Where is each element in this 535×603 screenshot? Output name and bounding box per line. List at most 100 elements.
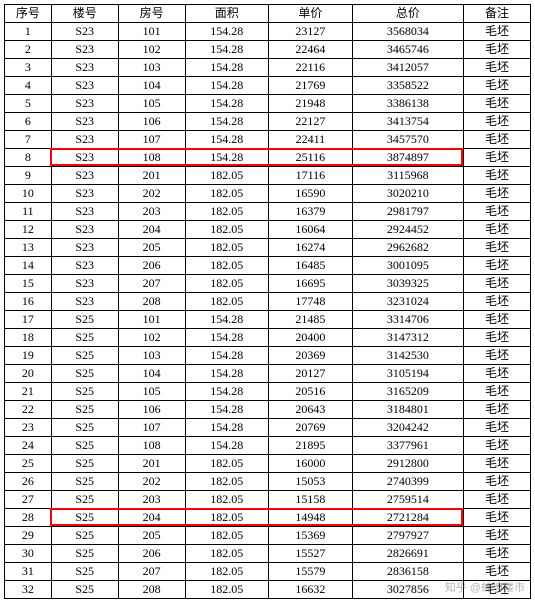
cell-room: 104 (118, 365, 185, 383)
col-header-total: 总价 (352, 5, 463, 23)
cell-area: 154.28 (185, 347, 269, 365)
table-row: 18S25102154.28204003147312毛坯 (5, 329, 531, 347)
cell-note: 毛坯 (464, 203, 531, 221)
cell-total: 3027856 (352, 581, 463, 599)
cell-note: 毛坯 (464, 581, 531, 599)
cell-seq: 4 (5, 77, 52, 95)
cell-room: 201 (118, 167, 185, 185)
cell-area: 154.28 (185, 365, 269, 383)
cell-note: 毛坯 (464, 221, 531, 239)
cell-seq: 2 (5, 41, 52, 59)
table-row: 4S23104154.28217693358522毛坯 (5, 77, 531, 95)
cell-note: 毛坯 (464, 455, 531, 473)
cell-bld: S23 (51, 167, 118, 185)
cell-seq: 31 (5, 563, 52, 581)
cell-total: 3020210 (352, 185, 463, 203)
table-container: 序号 楼号 房号 面积 单价 总价 备注 1S23101154.28231273… (4, 4, 531, 599)
cell-price: 16695 (269, 275, 353, 293)
cell-total: 3039325 (352, 275, 463, 293)
cell-area: 154.28 (185, 437, 269, 455)
cell-price: 15579 (269, 563, 353, 581)
cell-room: 202 (118, 473, 185, 491)
table-header-row: 序号 楼号 房号 面积 单价 总价 备注 (5, 5, 531, 23)
cell-bld: S23 (51, 257, 118, 275)
cell-total: 3465746 (352, 41, 463, 59)
cell-room: 205 (118, 527, 185, 545)
cell-price: 21895 (269, 437, 353, 455)
table-row: 20S25104154.28201273105194毛坯 (5, 365, 531, 383)
cell-bld: S25 (51, 491, 118, 509)
cell-total: 2740399 (352, 473, 463, 491)
cell-price: 20643 (269, 401, 353, 419)
cell-bld: S25 (51, 311, 118, 329)
cell-price: 16590 (269, 185, 353, 203)
cell-bld: S25 (51, 455, 118, 473)
cell-total: 3412057 (352, 59, 463, 77)
cell-seq: 20 (5, 365, 52, 383)
cell-price: 22411 (269, 131, 353, 149)
cell-total: 3142530 (352, 347, 463, 365)
cell-room: 105 (118, 95, 185, 113)
cell-total: 2981797 (352, 203, 463, 221)
cell-seq: 6 (5, 113, 52, 131)
cell-total: 3358522 (352, 77, 463, 95)
cell-room: 102 (118, 329, 185, 347)
cell-price: 15053 (269, 473, 353, 491)
table-row: 13S23205182.05162742962682毛坯 (5, 239, 531, 257)
cell-total: 3165209 (352, 383, 463, 401)
cell-bld: S23 (51, 77, 118, 95)
cell-seq: 13 (5, 239, 52, 257)
cell-total: 3413754 (352, 113, 463, 131)
cell-price: 25116 (269, 149, 353, 167)
cell-seq: 5 (5, 95, 52, 113)
cell-seq: 19 (5, 347, 52, 365)
cell-price: 14948 (269, 509, 353, 527)
cell-room: 107 (118, 131, 185, 149)
cell-note: 毛坯 (464, 527, 531, 545)
cell-note: 毛坯 (464, 509, 531, 527)
cell-area: 182.05 (185, 509, 269, 527)
cell-seq: 24 (5, 437, 52, 455)
cell-room: 101 (118, 311, 185, 329)
cell-total: 2836158 (352, 563, 463, 581)
cell-room: 203 (118, 491, 185, 509)
cell-area: 182.05 (185, 167, 269, 185)
cell-area: 182.05 (185, 257, 269, 275)
cell-bld: S23 (51, 149, 118, 167)
cell-bld: S25 (51, 473, 118, 491)
cell-bld: S23 (51, 95, 118, 113)
cell-area: 154.28 (185, 131, 269, 149)
cell-total: 2759514 (352, 491, 463, 509)
cell-price: 22464 (269, 41, 353, 59)
cell-note: 毛坯 (464, 419, 531, 437)
cell-area: 154.28 (185, 23, 269, 41)
cell-room: 106 (118, 401, 185, 419)
cell-seq: 29 (5, 527, 52, 545)
cell-note: 毛坯 (464, 329, 531, 347)
cell-seq: 12 (5, 221, 52, 239)
cell-room: 208 (118, 581, 185, 599)
cell-area: 154.28 (185, 149, 269, 167)
table-row: 10S23202182.05165903020210毛坯 (5, 185, 531, 203)
table-row: 31S25207182.05155792836158毛坯 (5, 563, 531, 581)
cell-note: 毛坯 (464, 347, 531, 365)
cell-total: 3874897 (352, 149, 463, 167)
cell-note: 毛坯 (464, 401, 531, 419)
cell-seq: 26 (5, 473, 52, 491)
cell-bld: S23 (51, 293, 118, 311)
cell-note: 毛坯 (464, 239, 531, 257)
cell-bld: S23 (51, 185, 118, 203)
cell-bld: S23 (51, 275, 118, 293)
cell-seq: 10 (5, 185, 52, 203)
table-row: 25S25201182.05160002912800毛坯 (5, 455, 531, 473)
cell-seq: 9 (5, 167, 52, 185)
col-header-area: 面积 (185, 5, 269, 23)
table-row: 19S25103154.28203693142530毛坯 (5, 347, 531, 365)
table-row: 1S23101154.28231273568034毛坯 (5, 23, 531, 41)
cell-area: 182.05 (185, 275, 269, 293)
cell-price: 16485 (269, 257, 353, 275)
cell-room: 108 (118, 437, 185, 455)
cell-note: 毛坯 (464, 23, 531, 41)
cell-area: 182.05 (185, 185, 269, 203)
cell-seq: 11 (5, 203, 52, 221)
